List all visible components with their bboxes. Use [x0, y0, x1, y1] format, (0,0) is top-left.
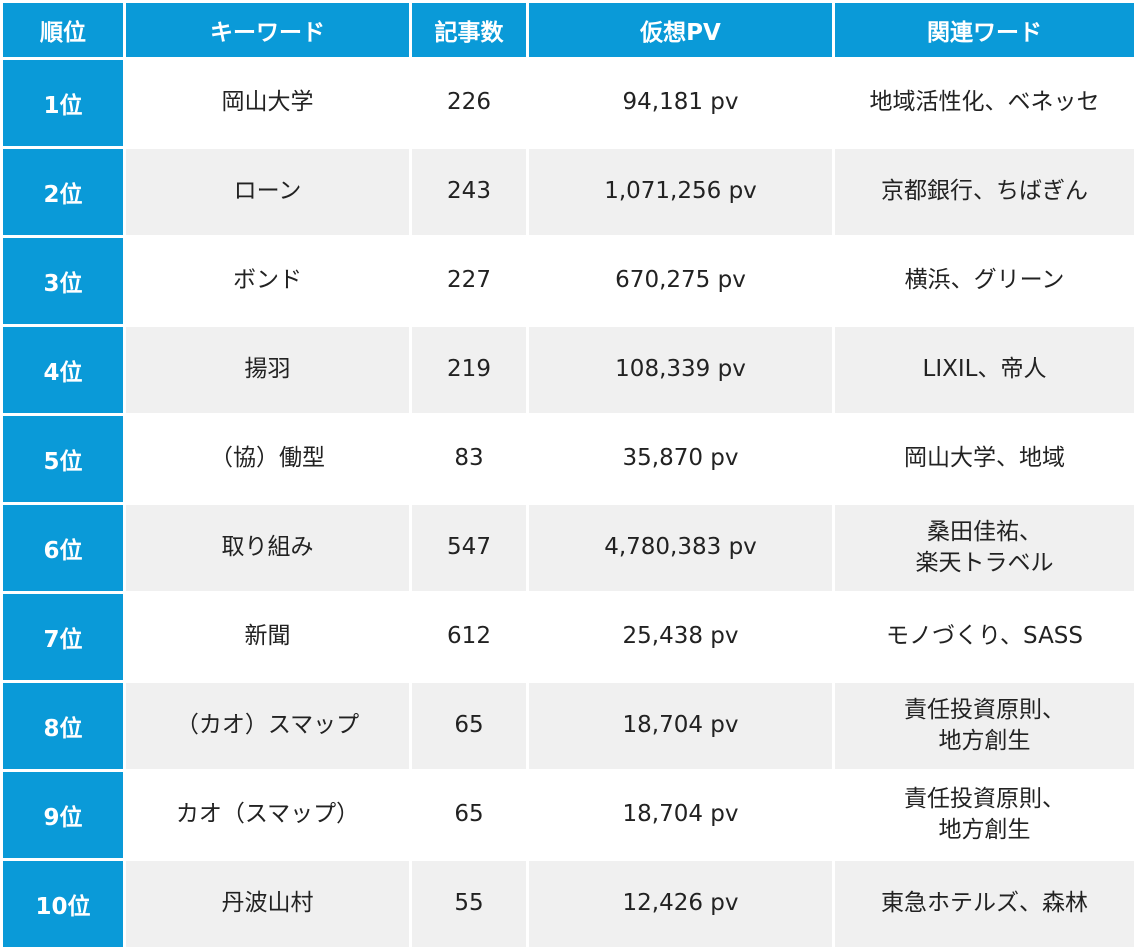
related-cell: 責任投資原則、 地方創生	[835, 772, 1134, 858]
related-cell: 桑田佳祐、楽天トラベル	[835, 505, 1134, 591]
keyword-cell: 取り組み	[126, 505, 409, 591]
pv-cell: 12,426 pv	[529, 861, 832, 947]
related-line: LIXIL、帝人	[922, 356, 1047, 383]
rank-cell: 9位	[3, 772, 123, 858]
related-lines: モノづくり、SASS	[886, 621, 1083, 652]
related-line: 地方創生	[938, 817, 1031, 843]
articles-cell: 226	[412, 60, 526, 146]
rank-cell: 10位	[3, 861, 123, 947]
related-cell: 岡山大学、地域	[835, 416, 1134, 502]
related-lines: 東急ホテルズ、森林	[881, 888, 1088, 919]
related-lines: 桑田佳祐、楽天トラベル	[916, 517, 1054, 579]
pv-cell: 18,704 pv	[529, 683, 832, 769]
pv-cell: 94,181 pv	[529, 60, 832, 146]
related-lines: 岡山大学、地域	[904, 443, 1065, 474]
related-cell: LIXIL、帝人	[835, 327, 1134, 413]
related-cell: 地域活性化、ベネッセ	[835, 60, 1134, 146]
related-lines: 責任投資原則、 地方創生	[904, 695, 1065, 757]
related-line: 東急ホテルズ、森林	[881, 890, 1088, 917]
related-lines: LIXIL、帝人	[923, 354, 1047, 385]
pv-cell: 1,071,256 pv	[529, 149, 832, 235]
articles-cell: 612	[412, 594, 526, 680]
articles-cell: 243	[412, 149, 526, 235]
articles-cell: 65	[412, 683, 526, 769]
keyword-cell: カオ（スマップ）	[126, 772, 409, 858]
articles-cell: 65	[412, 772, 526, 858]
header-pv: 仮想PV	[529, 3, 832, 57]
keyword-cell: ボンド	[126, 238, 409, 324]
related-cell: 横浜、グリーン	[835, 238, 1134, 324]
related-line: 京都銀行、ちばぎん	[881, 178, 1088, 205]
articles-cell: 219	[412, 327, 526, 413]
keyword-cell: ローン	[126, 149, 409, 235]
related-line: 地方創生	[938, 728, 1031, 754]
related-line: 責任投資原則、	[904, 785, 1065, 812]
related-cell: 責任投資原則、 地方創生	[835, 683, 1134, 769]
related-line: 責任投資原則、	[904, 696, 1065, 723]
ranking-table: 順位 キーワード 記事数 仮想PV 関連ワード 1位 岡山大学 226 94,181 …	[3, 3, 1134, 947]
pv-cell: 25,438 pv	[529, 594, 832, 680]
related-lines: 京都銀行、ちばぎん	[881, 176, 1088, 207]
keyword-cell: （協）働型	[126, 416, 409, 502]
keyword-cell: （カオ）スマップ	[126, 683, 409, 769]
rank-cell: 4位	[3, 327, 123, 413]
pv-cell: 4,780,383 pv	[529, 505, 832, 591]
articles-cell: 547	[412, 505, 526, 591]
header-rank: 順位	[3, 3, 123, 57]
related-line: 地域活性化、ベネッセ	[869, 89, 1100, 116]
related-cell: モノづくり、SASS	[835, 594, 1134, 680]
rank-cell: 7位	[3, 594, 123, 680]
keyword-cell: 揚羽	[126, 327, 409, 413]
rank-cell: 2位	[3, 149, 123, 235]
rank-cell: 5位	[3, 416, 123, 502]
pv-cell: 670,275 pv	[529, 238, 832, 324]
header-keyword: キーワード	[126, 3, 409, 57]
articles-cell: 83	[412, 416, 526, 502]
related-cell: 京都銀行、ちばぎん	[835, 149, 1134, 235]
header-articles: 記事数	[412, 3, 526, 57]
related-lines: 横浜、グリーン	[905, 265, 1065, 296]
pv-cell: 18,704 pv	[529, 772, 832, 858]
related-line: 横浜、グリーン	[904, 267, 1065, 294]
related-line: モノづくり、SASS	[885, 623, 1084, 650]
rank-cell: 8位	[3, 683, 123, 769]
keyword-cell: 丹波山村	[126, 861, 409, 947]
related-line: 岡山大学、地域	[904, 445, 1065, 472]
pv-cell: 108,339 pv	[529, 327, 832, 413]
related-line: 桑田佳祐、	[927, 518, 1042, 545]
rank-cell: 3位	[3, 238, 123, 324]
articles-cell: 55	[412, 861, 526, 947]
related-lines: 地域活性化、ベネッセ	[870, 87, 1100, 118]
related-line: 楽天トラベル	[915, 550, 1054, 576]
rank-cell: 1位	[3, 60, 123, 146]
pv-cell: 35,870 pv	[529, 416, 832, 502]
header-related: 関連ワード	[835, 3, 1134, 57]
keyword-cell: 岡山大学	[126, 60, 409, 146]
rank-cell: 6位	[3, 505, 123, 591]
related-cell: 東急ホテルズ、森林	[835, 861, 1134, 947]
related-lines: 責任投資原則、 地方創生	[904, 784, 1065, 846]
keyword-cell: 新聞	[126, 594, 409, 680]
articles-cell: 227	[412, 238, 526, 324]
